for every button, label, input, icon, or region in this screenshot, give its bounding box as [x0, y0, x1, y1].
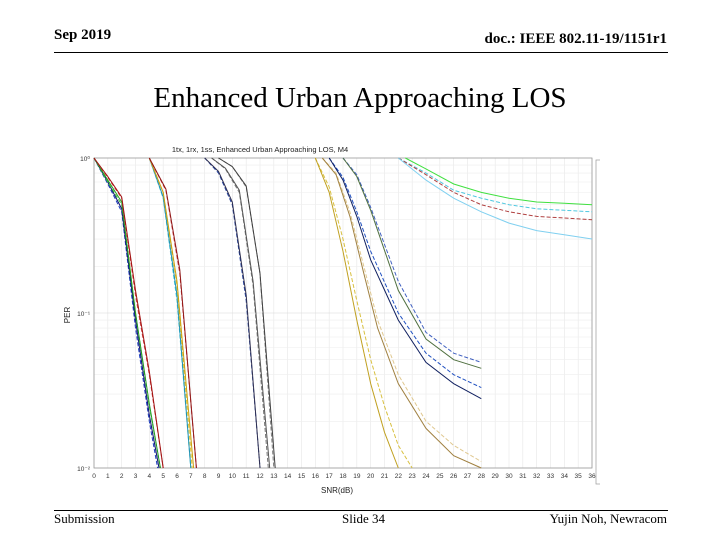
series-line [148, 157, 192, 469]
y-tick-label: 10⁻¹ [77, 311, 91, 318]
legend-box [595, 159, 600, 485]
x-tick-label: 7 [189, 473, 193, 480]
x-tick-label: 8 [203, 473, 207, 480]
series-line [398, 157, 593, 213]
series-line [93, 157, 159, 469]
footer-divider [54, 510, 668, 511]
x-tick-label: 18 [339, 473, 347, 480]
series-line [148, 157, 195, 469]
y-tick-label: 10⁰ [80, 155, 90, 163]
x-tick-label: 10 [229, 473, 237, 480]
header-divider [54, 52, 668, 53]
x-tick-label: 11 [243, 473, 250, 480]
chart-title: 1tx, 1rx, 1ss, Enhanced Urban Approachin… [172, 145, 348, 154]
x-tick-label: 36 [588, 473, 596, 480]
x-tick-label: 3 [134, 473, 138, 480]
series-line [328, 157, 482, 389]
header-doc-id: doc.: IEEE 802.11-19/1151r1 [484, 31, 667, 47]
x-tick-label: 35 [575, 473, 583, 480]
x-tick-label: 24 [422, 473, 430, 480]
x-tick-label: 30 [505, 473, 513, 480]
x-axis-label: SNR(dB) [321, 486, 353, 495]
x-tick-label: 6 [175, 473, 179, 480]
x-tick-label: 31 [519, 473, 527, 480]
series-line [397, 157, 593, 240]
per-chart: 1tx, 1rx, 1ss, Enhanced Urban Approachin… [60, 140, 600, 500]
series-line [342, 157, 482, 369]
x-tick-label: 20 [367, 473, 375, 480]
x-tick-label: 23 [409, 473, 417, 480]
series-line [398, 157, 593, 221]
x-tick-label: 28 [478, 473, 486, 480]
x-tick-label: 13 [270, 473, 278, 480]
series-line [314, 157, 399, 469]
y-axis-label: PER [63, 307, 72, 324]
x-tick-label: 34 [561, 473, 569, 480]
x-tick-label: 2 [120, 473, 124, 480]
series-line [148, 157, 197, 469]
x-tick-label: 27 [464, 473, 472, 480]
x-tick-label: 1 [106, 473, 110, 480]
x-tick-label: 32 [533, 473, 541, 480]
series-line [321, 157, 482, 469]
footer-slide-number: Slide 34 [342, 511, 385, 526]
series-line [204, 157, 261, 469]
y-tick-label: 10⁻² [77, 466, 91, 473]
series-line [93, 157, 160, 469]
series-line [93, 157, 161, 469]
x-tick-label: 5 [161, 473, 165, 480]
x-tick-label: 16 [312, 473, 320, 480]
x-tick-label: 21 [381, 473, 389, 480]
x-tick-label: 29 [492, 473, 500, 480]
slide-title: Enhanced Urban Approaching LOS [153, 82, 567, 114]
x-tick-label: 14 [284, 473, 292, 480]
x-tick-label: 4 [148, 473, 152, 480]
x-tick-label: 17 [326, 473, 334, 480]
x-tick-label: 19 [353, 473, 361, 480]
footer-author: Yujin Noh, Newracom [549, 511, 667, 526]
series-line [93, 157, 164, 469]
series-line [218, 157, 276, 469]
series-line [328, 157, 482, 400]
x-tick-label: 25 [436, 473, 444, 480]
x-tick-label: 9 [217, 473, 221, 480]
header-date: Sep 2019 [54, 27, 112, 43]
x-tick-label: 26 [450, 473, 458, 480]
x-tick-label: 15 [298, 473, 306, 480]
series-line [211, 157, 271, 469]
x-tick-label: 33 [547, 473, 555, 480]
x-tick-label: 22 [395, 473, 403, 480]
series-line [405, 157, 593, 206]
x-tick-label: 12 [256, 473, 264, 480]
series-line [342, 157, 482, 363]
footer-submission: Submission [54, 511, 115, 526]
x-tick-label: 0 [92, 473, 96, 480]
